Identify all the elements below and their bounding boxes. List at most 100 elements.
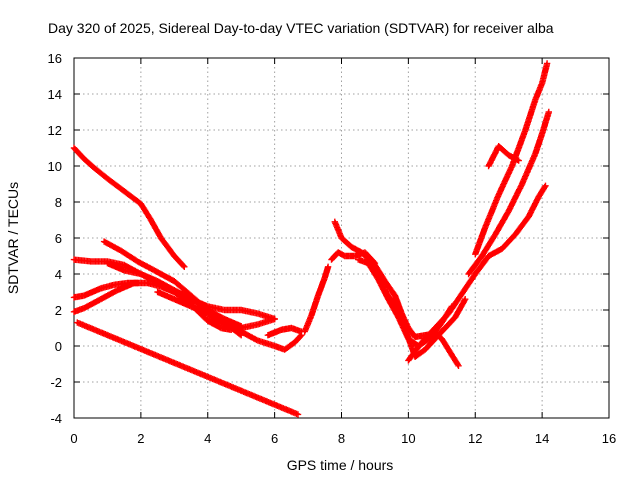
data-point-marker bbox=[465, 254, 485, 278]
y-tick-label: 10 bbox=[48, 159, 62, 174]
data-point-marker bbox=[478, 232, 498, 260]
data-point-marker bbox=[121, 188, 143, 207]
series-track-p bbox=[465, 108, 552, 278]
data-point-marker bbox=[431, 311, 451, 332]
data-point-marker bbox=[442, 315, 458, 332]
data-point-marker bbox=[104, 260, 126, 273]
data-point-marker bbox=[381, 278, 398, 298]
x-tick-label: 0 bbox=[70, 431, 77, 446]
data-point-marker bbox=[114, 280, 136, 294]
data-point-marker bbox=[90, 164, 110, 181]
data-point-marker bbox=[74, 319, 300, 417]
data-point-marker bbox=[405, 340, 425, 364]
series-outliers bbox=[74, 319, 302, 418]
data-point-marker bbox=[308, 293, 321, 319]
data-point-marker bbox=[181, 263, 188, 270]
data-point-marker bbox=[421, 336, 438, 353]
x-tick-label: 4 bbox=[204, 431, 211, 446]
data-point-marker bbox=[80, 285, 103, 299]
data-point-marker bbox=[281, 340, 297, 353]
data-point-marker bbox=[80, 296, 103, 312]
data-point-marker bbox=[204, 306, 227, 322]
data-point-marker bbox=[137, 200, 154, 222]
data-point-marker bbox=[532, 131, 545, 157]
data-point-marker bbox=[291, 333, 304, 346]
data-point-marker bbox=[495, 143, 511, 158]
y-tick-label: 6 bbox=[55, 231, 62, 246]
data-point-marker bbox=[391, 303, 408, 330]
y-tick-label: 16 bbox=[48, 51, 62, 66]
data-point-marker bbox=[418, 325, 438, 346]
data-point-marker bbox=[535, 183, 548, 200]
data-point-marker bbox=[452, 297, 468, 321]
data-point-marker bbox=[505, 152, 521, 164]
data-point-marker bbox=[314, 275, 328, 299]
data-point-marker bbox=[505, 182, 525, 215]
data-point-marker bbox=[324, 263, 332, 270]
data-point-marker bbox=[431, 325, 448, 342]
data-point-marker bbox=[485, 144, 502, 170]
data-point-marker bbox=[358, 249, 377, 268]
data-point-marker bbox=[482, 193, 502, 231]
data-point-marker bbox=[492, 209, 512, 238]
data-point-marker bbox=[254, 337, 277, 349]
data-point-marker bbox=[187, 303, 210, 317]
series-track-l bbox=[331, 218, 462, 369]
data-point-marker bbox=[543, 60, 551, 67]
data-point-marker bbox=[438, 335, 451, 352]
data-point-marker bbox=[331, 218, 345, 240]
data-point-marker bbox=[137, 270, 160, 284]
data-point-marker bbox=[97, 287, 120, 303]
data-point-marker bbox=[264, 327, 284, 339]
data-point-marker bbox=[171, 287, 193, 302]
series-track-h bbox=[204, 315, 305, 353]
data-point-marker bbox=[472, 225, 488, 258]
data-point-marker bbox=[80, 155, 97, 170]
y-tick-label: -4 bbox=[50, 411, 62, 426]
x-tick-label: 12 bbox=[468, 431, 482, 446]
data-point-marker bbox=[495, 164, 515, 198]
y-tick-label: 12 bbox=[48, 123, 62, 138]
x-tick-label: 10 bbox=[401, 431, 415, 446]
data-point-marker bbox=[301, 313, 314, 335]
data-point-marker bbox=[455, 362, 462, 369]
data-point-marker bbox=[518, 151, 538, 188]
data-point-marker bbox=[445, 346, 461, 368]
data-point-marker bbox=[532, 81, 545, 103]
data-point-marker bbox=[458, 272, 478, 297]
data-point-marker bbox=[485, 246, 504, 260]
data-point-marker bbox=[147, 216, 164, 240]
data-point-marker bbox=[538, 61, 550, 87]
data-point-marker bbox=[405, 324, 418, 340]
x-tick-label: 8 bbox=[338, 431, 345, 446]
data-point-marker bbox=[100, 238, 123, 253]
data-point-marker bbox=[151, 267, 177, 284]
data-point-marker bbox=[171, 278, 193, 298]
x-tick-label: 6 bbox=[271, 431, 278, 446]
data-point-marker bbox=[134, 258, 157, 273]
data-point-marker bbox=[294, 411, 302, 418]
grid bbox=[74, 58, 609, 418]
data-point-marker bbox=[538, 110, 552, 137]
x-tick-label: 16 bbox=[602, 431, 616, 446]
series-track-o bbox=[405, 182, 549, 364]
data-point-marker bbox=[398, 310, 411, 330]
data-point-marker bbox=[381, 287, 398, 309]
data-point-marker bbox=[512, 214, 532, 238]
y-axis-label: SDTVAR / TECUs bbox=[5, 182, 21, 294]
series-track-n bbox=[371, 265, 469, 360]
data-point-marker bbox=[254, 316, 277, 328]
chart-title: Day 320 of 2025, Sidereal Day-to-day VTE… bbox=[48, 20, 554, 36]
data-point-marker bbox=[157, 234, 177, 258]
data-point-marker bbox=[338, 234, 354, 250]
x-tick-label: 2 bbox=[137, 431, 144, 446]
series-track-q bbox=[472, 60, 551, 258]
data-point-marker bbox=[542, 182, 549, 189]
data-point-marker bbox=[462, 296, 469, 303]
data-point-marker bbox=[411, 347, 427, 360]
data-points bbox=[70, 60, 552, 418]
data-point-marker bbox=[371, 265, 388, 292]
data-point-marker bbox=[391, 292, 405, 316]
data-point-marker bbox=[171, 296, 193, 309]
axis-ticks: 0 2 4 6 8 10 12 14 16 -4 -2 0 2 4 6 8 10 12 14 16 bbox=[48, 51, 617, 446]
